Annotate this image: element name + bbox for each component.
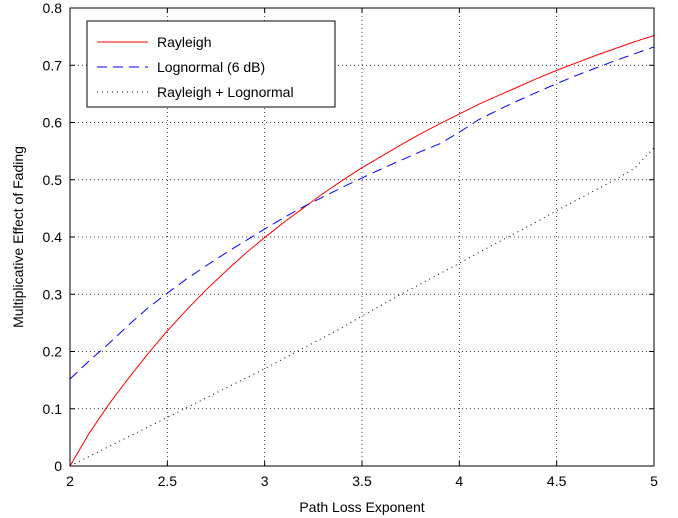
axis-ticks: 2 2.5 3 3.5 4 4.5 5 0 0.1 0.2 0.3 0.4 0.5 0.6 0.7 0.8 xyxy=(43,0,659,489)
x-tick-label: 4.5 xyxy=(547,473,567,489)
x-tick-label: 4 xyxy=(455,473,463,489)
legend-label-3: Rayleigh + Lognormal xyxy=(157,84,294,100)
x-tick-label: 3.5 xyxy=(352,473,372,489)
y-tick-label: 0.3 xyxy=(43,286,63,302)
legend-box xyxy=(86,20,336,108)
series-line-2 xyxy=(69,46,655,380)
series-lines xyxy=(69,35,655,467)
y-tick-label: 0.7 xyxy=(43,57,63,73)
x-tick-label: 3 xyxy=(261,473,269,489)
y-axis-label: Multiplicative Effect of Fading xyxy=(10,146,26,328)
legend: Rayleigh Lognormal (6 dB) Rayleigh + Logno… xyxy=(86,20,336,108)
x-axis-label: Path Loss Exponent xyxy=(299,499,424,515)
y-tick-label: 0.8 xyxy=(43,0,63,16)
y-tick-label: 0.5 xyxy=(43,172,63,188)
x-tick-label: 2 xyxy=(66,473,74,489)
y-tick-label: 0.1 xyxy=(43,401,63,417)
x-tick-label: 5 xyxy=(650,473,658,489)
y-tick-label: 0.2 xyxy=(43,344,63,360)
y-tick-label: 0 xyxy=(54,458,62,474)
x-tick-label: 2.5 xyxy=(158,473,178,489)
legend-label-2: Lognormal (6 dB) xyxy=(157,59,265,75)
series-line-1 xyxy=(69,35,655,467)
y-tick-label: 0.6 xyxy=(43,115,63,131)
legend-label-1: Rayleigh xyxy=(157,34,211,50)
y-tick-label: 0.4 xyxy=(43,229,63,245)
